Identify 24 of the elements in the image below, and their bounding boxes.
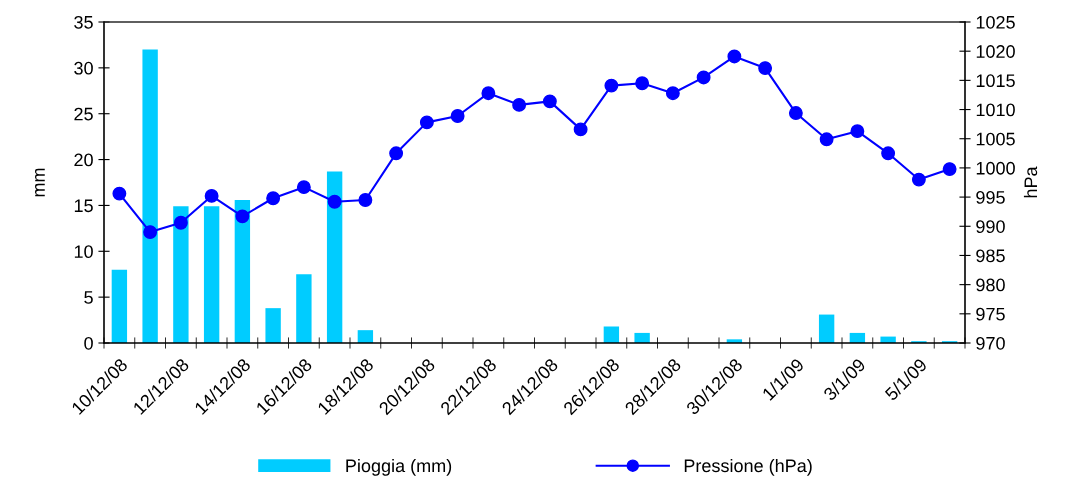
y2-tick-label: 985: [976, 249, 1005, 263]
y2-tick-label: 975: [976, 307, 1005, 321]
y-tick-label: 15: [74, 199, 93, 213]
y2-tick-label: 970: [976, 336, 1005, 350]
legend-label: Pioggia (mm): [346, 458, 452, 476]
y-tick-label: 30: [74, 61, 93, 75]
y-tick-label: 0: [84, 336, 93, 350]
y2-tick-label: 990: [976, 220, 1005, 233]
y2-tick-label: 1025: [976, 15, 1015, 29]
y2-axis-title: hPa: [1023, 166, 1038, 198]
y-tick-label: 10: [74, 245, 93, 259]
legend-label: Pressione (hPa): [684, 458, 812, 476]
y2-tick-label: 1010: [976, 103, 1015, 117]
y2-tick-label: 1005: [976, 132, 1015, 146]
y2-tick-label: 1000: [976, 161, 1015, 175]
y-tick-label: 5: [84, 291, 93, 304]
y-axis-title: mm: [35, 168, 45, 197]
y2-tick-label: 1020: [976, 45, 1015, 58]
y-tick-label: 20: [74, 153, 93, 167]
y2-tick-label: 980: [976, 278, 1005, 292]
y-tick-label: 25: [74, 107, 93, 121]
y2-tick-label: 995: [976, 191, 1005, 204]
y-tick-label: 35: [74, 15, 93, 29]
y2-tick-label: 1015: [976, 74, 1015, 88]
